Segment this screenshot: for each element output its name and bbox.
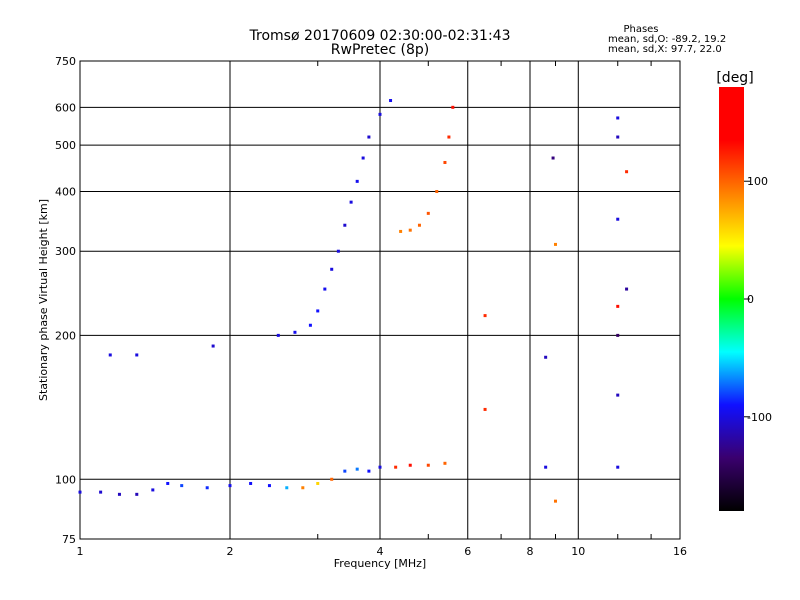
y-tick-label: 200 — [55, 329, 76, 342]
data-point — [205, 486, 209, 490]
data-point — [389, 99, 393, 103]
data-point — [285, 486, 289, 490]
colorbar-tick-label: 0 — [747, 293, 754, 306]
data-point — [551, 156, 555, 160]
data-point — [616, 135, 620, 139]
chart-title: Tromsø 20170609 02:30:00-02:31:43 — [249, 28, 511, 44]
data-point — [483, 407, 487, 411]
data-point — [408, 463, 412, 467]
data-point — [330, 477, 334, 481]
data-point — [616, 393, 620, 397]
data-point — [408, 228, 412, 232]
stats-heading: Phases — [623, 24, 658, 35]
y-axis-label: Stationary phase Virtual Height [km] — [37, 199, 50, 401]
data-point — [343, 469, 347, 473]
data-point — [443, 160, 447, 164]
colorbar-tick-label: 100 — [747, 175, 768, 188]
y-tick-label: 600 — [55, 101, 76, 114]
data-point — [117, 492, 121, 496]
y-tick-label: 75 — [62, 533, 76, 546]
data-point — [616, 116, 620, 120]
chart-subtitle: RwPretec (8p) — [331, 42, 429, 58]
data-point — [443, 461, 447, 465]
x-tick-label: 2 — [227, 545, 234, 558]
data-point — [367, 469, 371, 473]
data-point — [293, 330, 297, 334]
data-point — [330, 267, 334, 271]
data-point — [78, 490, 82, 494]
data-point — [228, 484, 232, 488]
data-point — [211, 344, 215, 348]
y-tick-label: 750 — [55, 55, 76, 68]
data-point — [553, 242, 557, 246]
data-point — [267, 484, 271, 488]
data-point — [616, 333, 620, 337]
colorbar-ticks: 100 0 -100 — [744, 175, 772, 424]
data-point — [323, 287, 327, 291]
data-point — [108, 353, 112, 357]
colorbar-label: [deg] — [716, 70, 753, 86]
data-point — [99, 490, 103, 494]
data-point — [625, 170, 629, 174]
x-tick-label: 1 — [77, 545, 84, 558]
data-point — [426, 211, 430, 215]
data-point — [355, 179, 359, 183]
data-point — [135, 353, 139, 357]
colorbar-tick-label: -100 — [747, 411, 772, 424]
data-point — [355, 467, 359, 471]
data-point — [249, 481, 253, 485]
data-point — [343, 223, 347, 227]
data-point — [276, 333, 280, 337]
y-tick-label: 100 — [55, 473, 76, 486]
x-tick-label: 16 — [673, 545, 687, 558]
x-tick-label: 10 — [571, 545, 585, 558]
data-point — [435, 189, 439, 193]
data-point — [451, 105, 455, 109]
data-point — [336, 249, 340, 253]
data-point — [544, 465, 548, 469]
data-point — [447, 135, 451, 139]
data-points — [78, 99, 629, 503]
data-point — [378, 465, 382, 469]
data-point — [301, 486, 305, 490]
data-point — [616, 465, 620, 469]
grid — [80, 61, 680, 539]
data-point — [544, 355, 548, 359]
data-point — [616, 217, 620, 221]
axes: 1 2 4 6 8 10 16 75 100 200 300 400 500 600 750 — [55, 55, 687, 558]
data-point — [426, 463, 430, 467]
data-point — [378, 112, 382, 116]
data-point — [394, 465, 398, 469]
data-point — [151, 488, 155, 492]
data-point — [553, 499, 557, 503]
y-tick-label: 500 — [55, 139, 76, 152]
data-point — [308, 323, 312, 327]
data-point — [625, 287, 629, 291]
x-tick-label: 6 — [464, 545, 471, 558]
data-point — [180, 484, 184, 488]
data-point — [399, 229, 403, 233]
data-point — [135, 492, 139, 496]
y-tick-label: 300 — [55, 245, 76, 258]
data-point — [417, 223, 421, 227]
data-point — [349, 200, 353, 204]
stats-x-mode: mean, sd,X: 97.7, 22.0 — [608, 44, 722, 55]
data-point — [616, 304, 620, 308]
data-point — [316, 309, 320, 313]
x-tick-label: 4 — [377, 545, 384, 558]
data-point — [367, 135, 371, 139]
x-axis-label: Frequency [MHz] — [334, 557, 426, 570]
colorbar — [719, 87, 744, 511]
data-point — [361, 156, 365, 160]
x-tick-label: 8 — [527, 545, 534, 558]
data-point — [316, 481, 320, 485]
stats-o-mode: mean, sd,O: -89.2, 19.2 — [608, 34, 726, 45]
data-point — [166, 481, 170, 485]
y-tick-label: 400 — [55, 185, 76, 198]
data-point — [483, 314, 487, 318]
